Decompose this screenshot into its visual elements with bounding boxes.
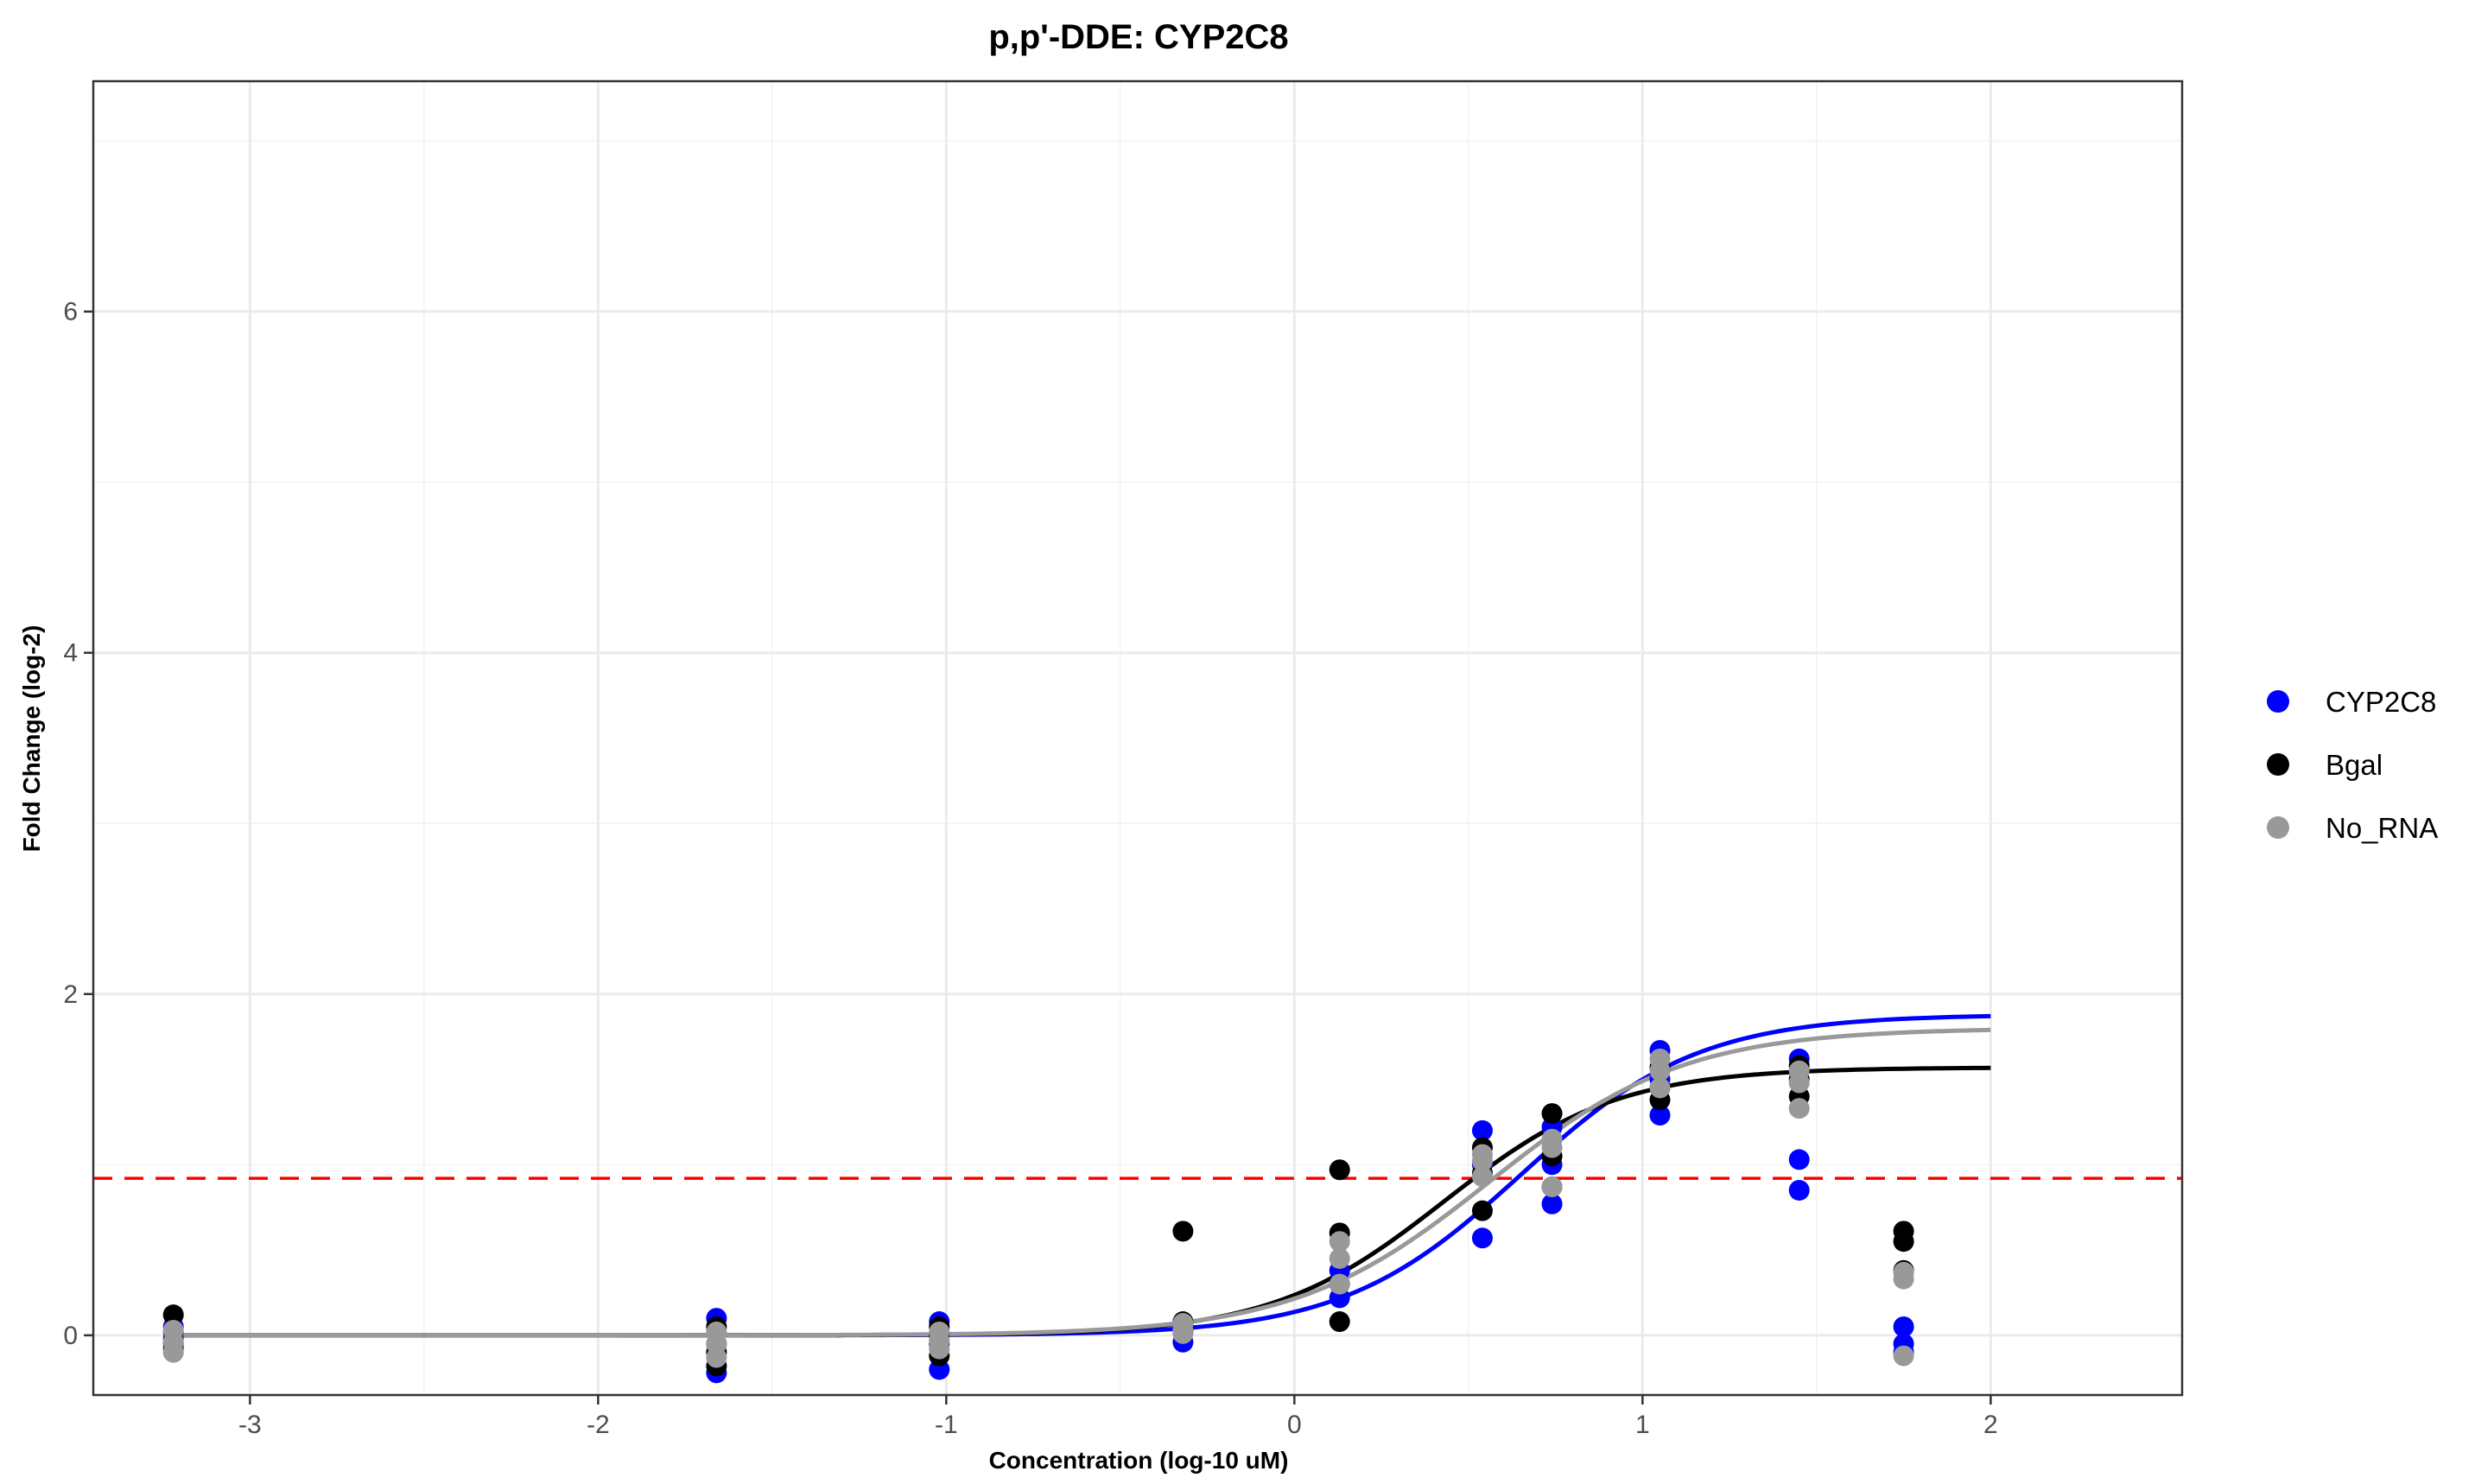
data-point-no-rna xyxy=(1471,1166,1493,1188)
y-tick-label: 2 xyxy=(63,980,78,1009)
data-point-bgal xyxy=(1471,1200,1493,1221)
x-tick-label: -2 xyxy=(587,1411,610,1439)
y-axis-ticks: 0 2 4 6 xyxy=(63,298,93,1350)
chart-title: p,p'-DDE: CYP2C8 xyxy=(988,18,1288,56)
legend-key-no-rna xyxy=(2267,816,2289,839)
data-point-no-rna xyxy=(1471,1144,1493,1165)
data-point-cyp2c8 xyxy=(1649,1105,1671,1126)
data-point-no-rna xyxy=(1893,1261,1914,1283)
x-tick-label: 1 xyxy=(1635,1411,1650,1439)
legend: CYP2C8 Bgal No_RNA xyxy=(2267,686,2438,844)
panel-background xyxy=(93,81,2182,1395)
data-point-cyp2c8 xyxy=(1471,1119,1493,1141)
panel-border xyxy=(92,79,2184,1397)
data-point-bgal xyxy=(162,1304,184,1326)
data-point-no-rna xyxy=(1329,1247,1350,1269)
legend-key-bgal xyxy=(2267,753,2289,776)
fit-curves xyxy=(173,1013,1991,1338)
x-tick-label: -3 xyxy=(238,1411,262,1439)
x-axis-ticks: -3 -2 -1 0 1 2 xyxy=(238,1395,1998,1439)
data-point-cyp2c8 xyxy=(1471,1227,1493,1249)
data-point-no-rna xyxy=(1541,1176,1563,1198)
data-point-no-rna xyxy=(1329,1273,1350,1295)
x-tick-label: 2 xyxy=(1983,1411,1998,1439)
data-point-cyp2c8 xyxy=(1788,1149,1810,1170)
gridlines xyxy=(93,81,2182,1395)
legend-label-bgal: Bgal xyxy=(2326,749,2383,781)
data-point-no-rna xyxy=(706,1347,727,1368)
data-point-no-rna xyxy=(929,1338,950,1360)
data-point-bgal xyxy=(1329,1311,1350,1333)
data-point-no-rna xyxy=(1541,1128,1563,1150)
x-axis-label: Concentration (log-10 uM) xyxy=(989,1447,1289,1474)
data-point-cyp2c8 xyxy=(1893,1316,1914,1337)
data-point-bgal xyxy=(1541,1103,1563,1125)
y-axis-label: Fold Change (log-2) xyxy=(18,625,45,853)
data-point-no-rna xyxy=(1649,1048,1671,1069)
data-point-no-rna xyxy=(1172,1322,1194,1344)
y-tick-label: 0 xyxy=(63,1322,78,1350)
data-point-cyp2c8 xyxy=(1788,1179,1810,1201)
data-point-bgal xyxy=(1893,1221,1914,1242)
data-point-no-rna xyxy=(1893,1345,1914,1367)
plot-panel xyxy=(92,79,2184,1397)
data-point-bgal xyxy=(1329,1159,1350,1181)
legend-label-no-rna: No_RNA xyxy=(2326,812,2438,844)
fit-curve-no-rna xyxy=(173,1027,1991,1338)
data-point-cyp2c8 xyxy=(1541,1193,1563,1214)
x-tick-label: 0 xyxy=(1287,1411,1302,1439)
data-point-no-rna xyxy=(1788,1098,1810,1119)
data-points xyxy=(162,1039,1914,1384)
data-point-no-rna xyxy=(162,1341,184,1363)
x-tick-label: -1 xyxy=(935,1411,958,1439)
legend-key-cyp2c8 xyxy=(2267,690,2289,713)
data-point-no-rna xyxy=(1649,1077,1671,1099)
y-tick-label: 6 xyxy=(63,298,78,327)
legend-label-cyp2c8: CYP2C8 xyxy=(2326,686,2436,718)
y-tick-label: 4 xyxy=(63,639,78,668)
data-point-no-rna xyxy=(1788,1060,1810,1081)
data-point-no-rna xyxy=(1329,1231,1350,1253)
data-point-bgal xyxy=(1172,1221,1194,1242)
